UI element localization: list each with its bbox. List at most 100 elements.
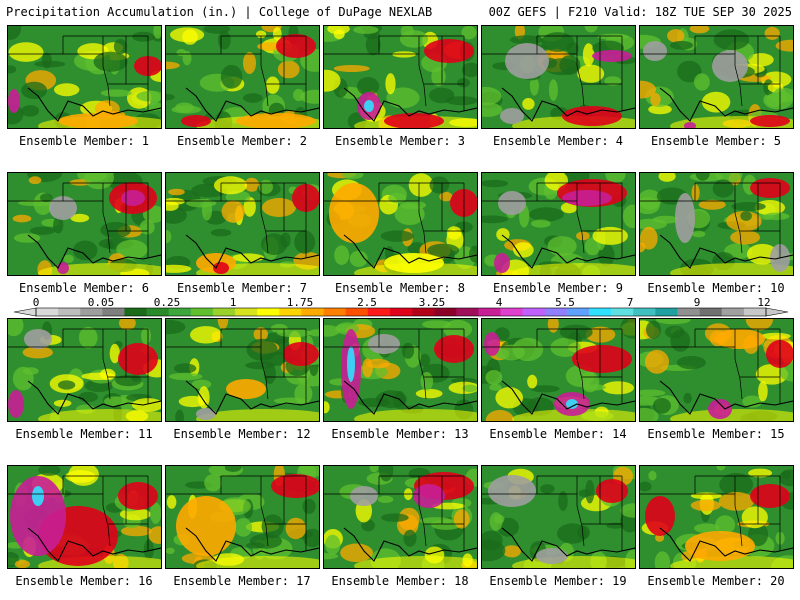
colorbar-swatch	[102, 308, 125, 316]
state-border	[734, 212, 743, 254]
member-map-5	[639, 25, 794, 129]
precip-field	[324, 466, 477, 568]
map-title: Precipitation Accumulation (in.) | Colle…	[6, 5, 433, 19]
coastline	[343, 87, 477, 122]
member-map-10	[639, 172, 794, 276]
state-border	[576, 358, 585, 400]
colorbar-swatch	[522, 308, 546, 316]
member-map-9	[481, 172, 636, 276]
colorbar-swatch	[124, 308, 147, 316]
colorbar-swatch	[323, 308, 346, 316]
colorbar-tick-label: 12	[757, 296, 771, 309]
precip-field	[482, 466, 635, 568]
coastline	[501, 234, 635, 269]
precip-field	[324, 26, 477, 128]
colorbar-swatch	[611, 308, 634, 316]
member-map-3	[323, 25, 478, 129]
precip-field	[640, 26, 793, 128]
colorbar-swatch	[279, 308, 302, 316]
state-border	[260, 505, 269, 547]
colorbar: 0 0.05 0.25 1 1.75 2.5 3.25 4 5.5 7 9 12	[0, 296, 800, 318]
member-map-11	[7, 318, 162, 422]
coastline	[343, 380, 477, 415]
state-border	[576, 65, 585, 107]
colorbar-tick-label: 0	[32, 296, 40, 309]
member-label-14: Ensemble Member: 14	[489, 427, 627, 441]
precip-field	[640, 173, 793, 275]
colorbar-swatch	[589, 308, 612, 316]
coastline	[27, 380, 161, 415]
state-border	[418, 65, 427, 107]
colorbar-swatch	[699, 308, 723, 316]
coastline	[659, 527, 793, 562]
coastline	[343, 527, 477, 562]
precip-field	[166, 466, 319, 568]
member-map-4	[481, 25, 636, 129]
coastline	[185, 527, 319, 562]
state-border	[260, 358, 269, 400]
member-label-16: Ensemble Member: 16	[15, 574, 153, 588]
member-map-2	[165, 25, 320, 129]
state-border	[418, 212, 427, 254]
state-border	[576, 212, 585, 254]
colorbar-swatch	[544, 308, 568, 316]
member-map-15	[639, 318, 794, 422]
coastline	[27, 87, 161, 122]
colorbar-tick-label: 0.05	[87, 296, 115, 309]
state-border	[734, 358, 743, 400]
state-border	[734, 505, 743, 547]
colorbar-swatch	[367, 308, 391, 316]
member-map-13	[323, 318, 478, 422]
precip-field	[166, 26, 319, 128]
colorbar-tick-label: 5.5	[555, 296, 575, 309]
colorbar-swatch	[212, 308, 236, 316]
state-border	[102, 65, 111, 107]
member-label-7: Ensemble Member: 7	[176, 281, 308, 295]
member-map-17	[165, 465, 320, 569]
state-border	[418, 505, 427, 547]
colorbar-swatch	[500, 308, 523, 316]
coastline	[343, 234, 477, 269]
member-map-18	[323, 465, 478, 569]
precip-field	[166, 173, 319, 275]
colorbar-swatch	[257, 308, 280, 316]
member-label-8: Ensemble Member: 8	[334, 281, 466, 295]
member-label-2: Ensemble Member: 2	[176, 134, 308, 148]
colorbar-swatch	[235, 308, 258, 316]
state-border	[260, 65, 269, 107]
colorbar-swatch	[456, 308, 479, 316]
member-map-7	[165, 172, 320, 276]
colorbar-tick-label: 7	[626, 296, 634, 309]
coastline	[501, 87, 635, 122]
member-label-1: Ensemble Member: 1	[18, 134, 150, 148]
colorbar-swatch	[146, 308, 170, 316]
state-border	[260, 212, 269, 254]
colorbar-tick-label: 1	[229, 296, 237, 309]
colorbar-swatch	[168, 308, 192, 316]
member-map-6	[7, 172, 162, 276]
coastline	[27, 234, 161, 269]
precip-field	[482, 319, 635, 421]
member-label-3: Ensemble Member: 3	[334, 134, 466, 148]
colorbar-swatch	[345, 308, 369, 316]
colorbar-swatch	[58, 308, 81, 316]
member-label-6: Ensemble Member: 6	[18, 281, 150, 295]
precip-field	[640, 466, 793, 568]
coastline	[185, 380, 319, 415]
state-border	[576, 505, 585, 547]
member-label-9: Ensemble Member: 9	[492, 281, 624, 295]
coastline	[659, 380, 793, 415]
state-border	[102, 505, 111, 547]
member-label-11: Ensemble Member: 11	[15, 427, 153, 441]
member-label-5: Ensemble Member: 5	[650, 134, 782, 148]
colorbar-swatch	[478, 308, 501, 316]
colorbar-swatch	[190, 308, 214, 316]
state-border	[734, 65, 743, 107]
colorbar-tick-label: 2.5	[357, 296, 377, 309]
colorbar-swatch	[743, 308, 767, 316]
colorbar-swatch	[566, 308, 590, 316]
member-map-16	[7, 465, 162, 569]
precip-field	[324, 319, 477, 421]
precip-field	[482, 173, 635, 275]
colorbar-tick-label: 3.25	[418, 296, 446, 309]
